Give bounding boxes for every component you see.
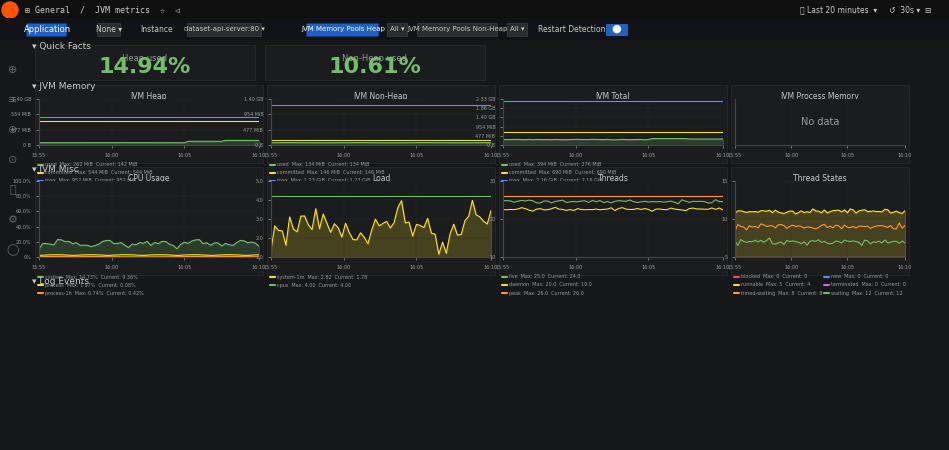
Circle shape bbox=[2, 2, 18, 18]
Text: None ▾: None ▾ bbox=[96, 24, 122, 33]
Text: live  Max: 25.0  Current: 24.0: live Max: 25.0 Current: 24.0 bbox=[509, 274, 581, 279]
Text: runnable  Max: 5  Current: 4: runnable Max: 5 Current: 4 bbox=[741, 283, 810, 288]
FancyBboxPatch shape bbox=[35, 85, 263, 163]
Text: JVM Process Memory: JVM Process Memory bbox=[781, 92, 860, 101]
Text: max  Max: 952 MiB  Current: 952 MiB: max Max: 952 MiB Current: 952 MiB bbox=[45, 179, 137, 184]
FancyBboxPatch shape bbox=[606, 24, 628, 36]
FancyBboxPatch shape bbox=[27, 23, 66, 36]
Text: JVM Memory Pools Non-Heap: JVM Memory Pools Non-Heap bbox=[407, 26, 508, 32]
Text: ●: ● bbox=[611, 24, 621, 34]
Text: JVM Total: JVM Total bbox=[596, 92, 630, 101]
Text: committed  Max: 146 MiB  Current: 146 MiB: committed Max: 146 MiB Current: 146 MiB bbox=[277, 171, 384, 176]
Text: system  Max: 14.73%  Current: 9.36%: system Max: 14.73% Current: 9.36% bbox=[45, 274, 138, 279]
Text: 14.94%: 14.94% bbox=[99, 57, 191, 77]
Text: Application: Application bbox=[24, 24, 71, 33]
Text: All ▾: All ▾ bbox=[511, 26, 525, 32]
Text: used  Max: 134 MiB  Current: 134 MiB: used Max: 134 MiB Current: 134 MiB bbox=[277, 162, 369, 167]
Text: 🔔: 🔔 bbox=[9, 185, 16, 195]
Text: daemon  Max: 20.0  Current: 19.0: daemon Max: 20.0 Current: 19.0 bbox=[509, 283, 592, 288]
FancyBboxPatch shape bbox=[35, 167, 263, 275]
Text: system-1m  Max: 2.82  Current: 1.78: system-1m Max: 2.82 Current: 1.78 bbox=[277, 274, 367, 279]
Text: Heap used: Heap used bbox=[122, 54, 168, 63]
Text: Load: Load bbox=[372, 174, 390, 183]
FancyBboxPatch shape bbox=[499, 167, 727, 275]
Text: ⊞ General  /  JVM metrics  ☆  ◁: ⊞ General / JVM metrics ☆ ◁ bbox=[25, 5, 180, 14]
Text: blocked  Max: 0  Current: 0: blocked Max: 0 Current: 0 bbox=[741, 274, 808, 279]
Text: terminated  Max: 0  Current: 0: terminated Max: 0 Current: 0 bbox=[831, 283, 905, 288]
Text: Threads: Threads bbox=[598, 174, 628, 183]
FancyBboxPatch shape bbox=[188, 23, 262, 36]
FancyBboxPatch shape bbox=[731, 85, 909, 163]
Text: max  Max: 1.23 GiB  Current: 1.23 GiB: max Max: 1.23 GiB Current: 1.23 GiB bbox=[277, 179, 370, 184]
Text: dataset-api-server:80 ▾: dataset-api-server:80 ▾ bbox=[184, 26, 265, 32]
FancyBboxPatch shape bbox=[387, 23, 407, 36]
FancyBboxPatch shape bbox=[0, 0, 949, 20]
Text: Restart Detection: Restart Detection bbox=[538, 24, 605, 33]
Text: 🕐 Last 20 minutes  ▾     ↺  30s ▾  ⊟: 🕐 Last 20 minutes ▾ ↺ 30s ▾ ⊟ bbox=[800, 5, 931, 14]
Text: ⊕: ⊕ bbox=[9, 125, 18, 135]
Text: ▾ JVM Misc: ▾ JVM Misc bbox=[32, 165, 79, 174]
Text: ▾ Quick Facts: ▾ Quick Facts bbox=[32, 42, 91, 51]
FancyBboxPatch shape bbox=[267, 167, 495, 275]
FancyBboxPatch shape bbox=[265, 45, 485, 80]
Text: 10.61%: 10.61% bbox=[328, 57, 421, 77]
Text: ⚙: ⚙ bbox=[8, 215, 18, 225]
Text: timed-waiting  Max: 8  Current: 8: timed-waiting Max: 8 Current: 8 bbox=[741, 291, 823, 296]
Text: JVM Memory Pools Heap: JVM Memory Pools Heap bbox=[302, 26, 385, 32]
FancyBboxPatch shape bbox=[35, 45, 255, 80]
Text: Instance: Instance bbox=[140, 24, 173, 33]
Text: process-1h  Max: 0.74%  Current: 0.42%: process-1h Max: 0.74% Current: 0.42% bbox=[45, 291, 143, 296]
Text: JVM Non-Heap: JVM Non-Heap bbox=[354, 92, 408, 101]
FancyBboxPatch shape bbox=[418, 23, 497, 36]
FancyBboxPatch shape bbox=[508, 23, 528, 36]
Text: waiting  Max: 12  Current: 12: waiting Max: 12 Current: 12 bbox=[831, 291, 902, 296]
Text: process  Max: 1.97%  Current: 0.08%: process Max: 1.97% Current: 0.08% bbox=[45, 283, 136, 288]
Text: committed  Max: 690 MiB  Current: 690 MiB: committed Max: 690 MiB Current: 690 MiB bbox=[509, 171, 616, 176]
Text: used  Max: 262 MiB  Current: 142 MiB: used Max: 262 MiB Current: 142 MiB bbox=[45, 162, 138, 167]
Text: Thread States: Thread States bbox=[793, 174, 847, 183]
Text: ⊕: ⊕ bbox=[9, 65, 18, 75]
Text: CPU Usage: CPU Usage bbox=[128, 174, 170, 183]
FancyBboxPatch shape bbox=[0, 18, 949, 40]
Text: ▾ Log Events: ▾ Log Events bbox=[32, 277, 89, 286]
Text: ◯: ◯ bbox=[7, 244, 19, 256]
FancyBboxPatch shape bbox=[499, 85, 727, 163]
Text: ▾ JVM Memory: ▾ JVM Memory bbox=[32, 82, 96, 91]
Text: committed  Max: 544 MiB  Current: 544 MiB: committed Max: 544 MiB Current: 544 MiB bbox=[45, 171, 153, 176]
Text: ≡: ≡ bbox=[9, 95, 18, 105]
Text: Non-Heap used: Non-Heap used bbox=[343, 54, 407, 63]
FancyBboxPatch shape bbox=[731, 167, 909, 275]
Text: cpus  Max: 4.00  Current: 4.00: cpus Max: 4.00 Current: 4.00 bbox=[277, 283, 351, 288]
Text: JVM Heap: JVM Heap bbox=[131, 92, 167, 101]
FancyBboxPatch shape bbox=[98, 23, 121, 36]
Text: No data: No data bbox=[801, 117, 839, 127]
Text: used  Max: 394 MiB  Current: 276 MiB: used Max: 394 MiB Current: 276 MiB bbox=[509, 162, 602, 167]
FancyBboxPatch shape bbox=[307, 23, 379, 36]
Text: peak  Max: 26.0  Current: 26.0: peak Max: 26.0 Current: 26.0 bbox=[509, 291, 584, 296]
Text: All ▾: All ▾ bbox=[390, 26, 405, 32]
Text: new  Max: 0  Current: 0: new Max: 0 Current: 0 bbox=[831, 274, 888, 279]
Text: ⊙: ⊙ bbox=[9, 155, 18, 165]
Text: max  Max: 2.16 GiB  Current: 2.16 GiB: max Max: 2.16 GiB Current: 2.16 GiB bbox=[509, 179, 603, 184]
FancyBboxPatch shape bbox=[267, 85, 495, 163]
